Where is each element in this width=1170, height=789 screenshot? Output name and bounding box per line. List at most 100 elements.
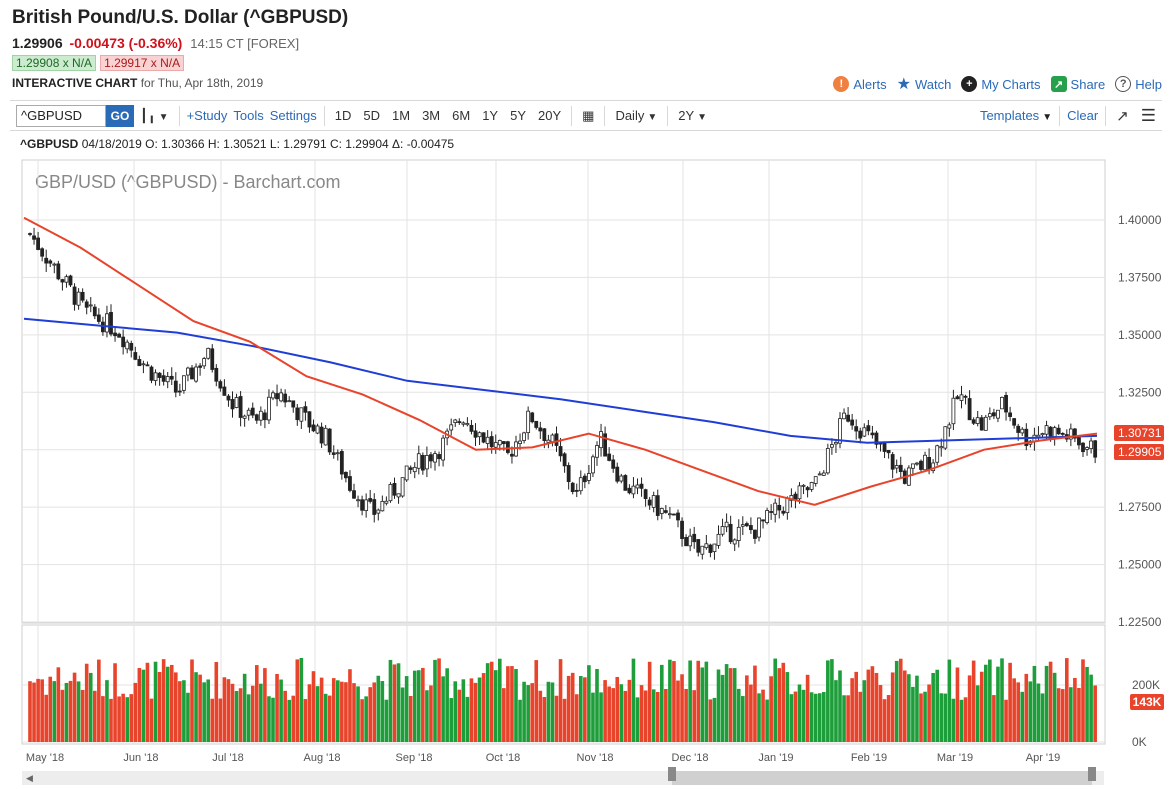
ohlc-symbol: ^GBPUSD: [20, 137, 79, 151]
candle-body: [331, 452, 336, 455]
time-scrollbar[interactable]: ◀: [22, 767, 1104, 785]
candle-body: [339, 451, 344, 475]
period-1m[interactable]: 1M: [392, 108, 411, 123]
candle-body: [834, 441, 838, 445]
range-select[interactable]: 2Y ▼: [672, 108, 713, 123]
period-6m[interactable]: 6M: [452, 108, 471, 123]
candle-body: [1060, 433, 1065, 435]
volume-bar: [1065, 658, 1069, 742]
interval-select[interactable]: Daily ▼: [609, 108, 663, 123]
candle-body: [663, 510, 668, 513]
candle-body: [655, 495, 660, 516]
candle-body: [720, 526, 725, 535]
alerts-button[interactable]: ! Alerts: [833, 76, 887, 92]
candle-body: [190, 367, 194, 380]
scroll-thumb[interactable]: [668, 767, 1096, 785]
candle-body: [186, 367, 190, 376]
volume-bar: [538, 690, 543, 742]
period-5y[interactable]: 5Y: [510, 108, 526, 123]
period-1d[interactable]: 1D: [334, 108, 352, 123]
study-button[interactable]: +Study: [186, 108, 228, 123]
volume-bar: [781, 662, 786, 742]
scroll-handle-left[interactable]: [668, 767, 676, 781]
share-button[interactable]: ↗ Share: [1050, 76, 1105, 92]
candle-body: [935, 445, 940, 463]
candle-body: [578, 477, 583, 492]
volume-bar: [672, 661, 676, 742]
scroll-left-icon[interactable]: ◀: [26, 773, 33, 783]
volume-bar: [801, 689, 806, 742]
volume-bar: [101, 696, 105, 742]
go-button[interactable]: GO: [106, 104, 134, 127]
volume-bar: [1069, 687, 1073, 742]
tools-button[interactable]: Tools: [233, 108, 264, 123]
candle-body: [1077, 437, 1081, 446]
volume-bar: [919, 693, 923, 742]
candle-body: [48, 260, 53, 264]
period-1y[interactable]: 1Y: [482, 108, 499, 123]
menu-icon[interactable]: ☰: [1140, 105, 1156, 125]
my-charts-button[interactable]: + My Charts: [961, 76, 1041, 92]
volume-bar: [234, 691, 239, 742]
volume-bar: [680, 674, 684, 742]
volume-bar: [708, 699, 713, 742]
chart-type-button[interactable]: ┃╻ ▼: [134, 108, 175, 124]
candle-body: [740, 524, 745, 527]
volume-bar: [255, 665, 259, 742]
candle-body: [287, 400, 292, 403]
volume-bar: [169, 664, 174, 742]
ohlc-high: H: 1.30521: [207, 137, 267, 151]
candle-body: [599, 431, 603, 449]
candle-body: [582, 475, 587, 483]
candle-body: [473, 430, 478, 438]
x-tick-label: Jun '18: [123, 752, 158, 764]
calendar-icon[interactable]: ▦: [582, 107, 595, 123]
symbol-input[interactable]: [16, 104, 106, 127]
volume-bar: [546, 681, 551, 742]
settings-button[interactable]: Settings: [269, 108, 317, 123]
scroll-handle-right[interactable]: [1088, 767, 1096, 781]
candle-body: [311, 424, 316, 432]
candle-body: [534, 420, 539, 428]
period-3m[interactable]: 3M: [422, 108, 441, 123]
clear-button[interactable]: Clear: [1067, 108, 1099, 123]
x-tick-label: Feb '19: [851, 752, 887, 764]
volume-bar: [68, 680, 73, 742]
x-tick-label: Apr '19: [1026, 752, 1061, 764]
volume-bar: [88, 672, 93, 742]
candle-body: [96, 314, 101, 322]
volume-bar: [579, 676, 583, 742]
volume-bar: [1012, 678, 1016, 742]
candle-body: [526, 410, 531, 434]
volume-bar: [696, 660, 701, 742]
volume-bar: [299, 657, 304, 742]
volume-bar: [400, 687, 405, 742]
volume-bar: [421, 667, 425, 742]
candle-body: [416, 453, 421, 469]
volume-bar: [198, 674, 202, 742]
candle-body: [449, 424, 454, 431]
help-button[interactable]: ? Help: [1115, 76, 1162, 92]
period-5d[interactable]: 5D: [363, 108, 380, 123]
volume-bar: [319, 677, 324, 742]
candle-body: [1073, 428, 1077, 439]
volume-bar: [429, 685, 433, 742]
volume-bar: [1089, 674, 1093, 742]
volume-bar: [412, 670, 417, 742]
watch-label: Watch: [914, 76, 952, 92]
volume-bar: [214, 661, 219, 742]
expand-icon[interactable]: ↗: [1116, 107, 1129, 125]
candle-body: [987, 413, 992, 418]
candle-body: [643, 489, 648, 500]
candle-body: [299, 407, 304, 422]
alerts-label: Alerts: [853, 76, 887, 92]
candle-body: [388, 484, 393, 502]
volume-bar: [587, 665, 591, 742]
price-chart[interactable]: GBP/USD (^GBPUSD) - Barchart.com 1.40000 1…: [0, 152, 1170, 768]
period-20y[interactable]: 20Y: [538, 108, 562, 123]
volume-bar: [44, 694, 48, 742]
watch-button[interactable]: ★ Watch: [897, 74, 952, 94]
volume-bar: [1044, 665, 1049, 742]
templates-button[interactable]: Templates ▼: [977, 108, 1055, 123]
candle-body: [919, 460, 923, 470]
